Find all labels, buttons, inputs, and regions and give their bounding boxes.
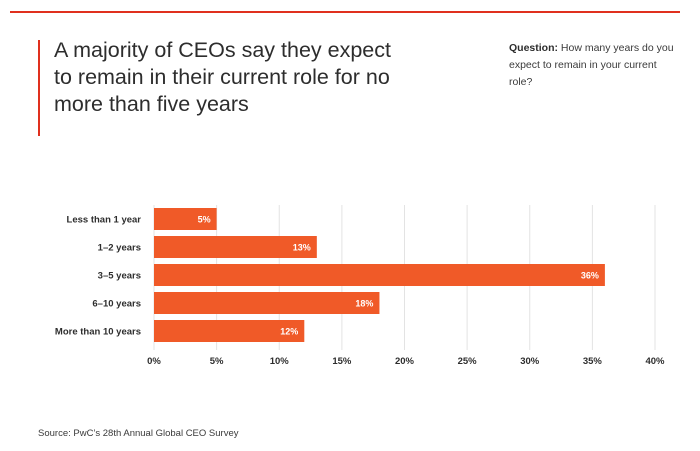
source-note: Source: PwC’s 28th Annual Global CEO Sur… xyxy=(38,428,239,439)
x-tick-label: 5% xyxy=(210,356,224,367)
question-note: Question: How many years do you expect t… xyxy=(509,40,679,91)
x-tick-label: 10% xyxy=(270,356,290,367)
data-label: 36% xyxy=(581,271,599,281)
chart-headline: A majority of CEOs say they expect to re… xyxy=(54,38,391,116)
x-tick-label: 0% xyxy=(147,356,161,367)
title-accent-bar xyxy=(38,40,40,136)
bar xyxy=(154,208,217,230)
bar xyxy=(154,292,380,314)
category-label: 6–10 years xyxy=(92,299,141,310)
bar xyxy=(154,320,305,342)
x-tick-label: 20% xyxy=(395,356,415,367)
data-label: 18% xyxy=(355,299,373,309)
top-rule xyxy=(10,11,680,13)
question-label: Question: xyxy=(509,42,558,54)
category-label: 3–5 years xyxy=(98,271,141,282)
bar xyxy=(154,264,605,286)
question-text: How many years do you expect to remain i… xyxy=(509,42,674,88)
bar xyxy=(154,236,317,258)
x-tick-label: 40% xyxy=(645,356,665,367)
x-tick-label: 25% xyxy=(458,356,478,367)
category-label: 1–2 years xyxy=(98,243,141,254)
x-tick-label: 15% xyxy=(332,356,352,367)
data-label: 5% xyxy=(198,215,211,225)
x-tick-label: 35% xyxy=(583,356,603,367)
category-label: More than 10 years xyxy=(55,327,141,338)
data-label: 13% xyxy=(293,243,311,253)
x-tick-label: 30% xyxy=(520,356,540,367)
data-label: 12% xyxy=(280,327,298,337)
category-label: Less than 1 year xyxy=(67,215,142,226)
